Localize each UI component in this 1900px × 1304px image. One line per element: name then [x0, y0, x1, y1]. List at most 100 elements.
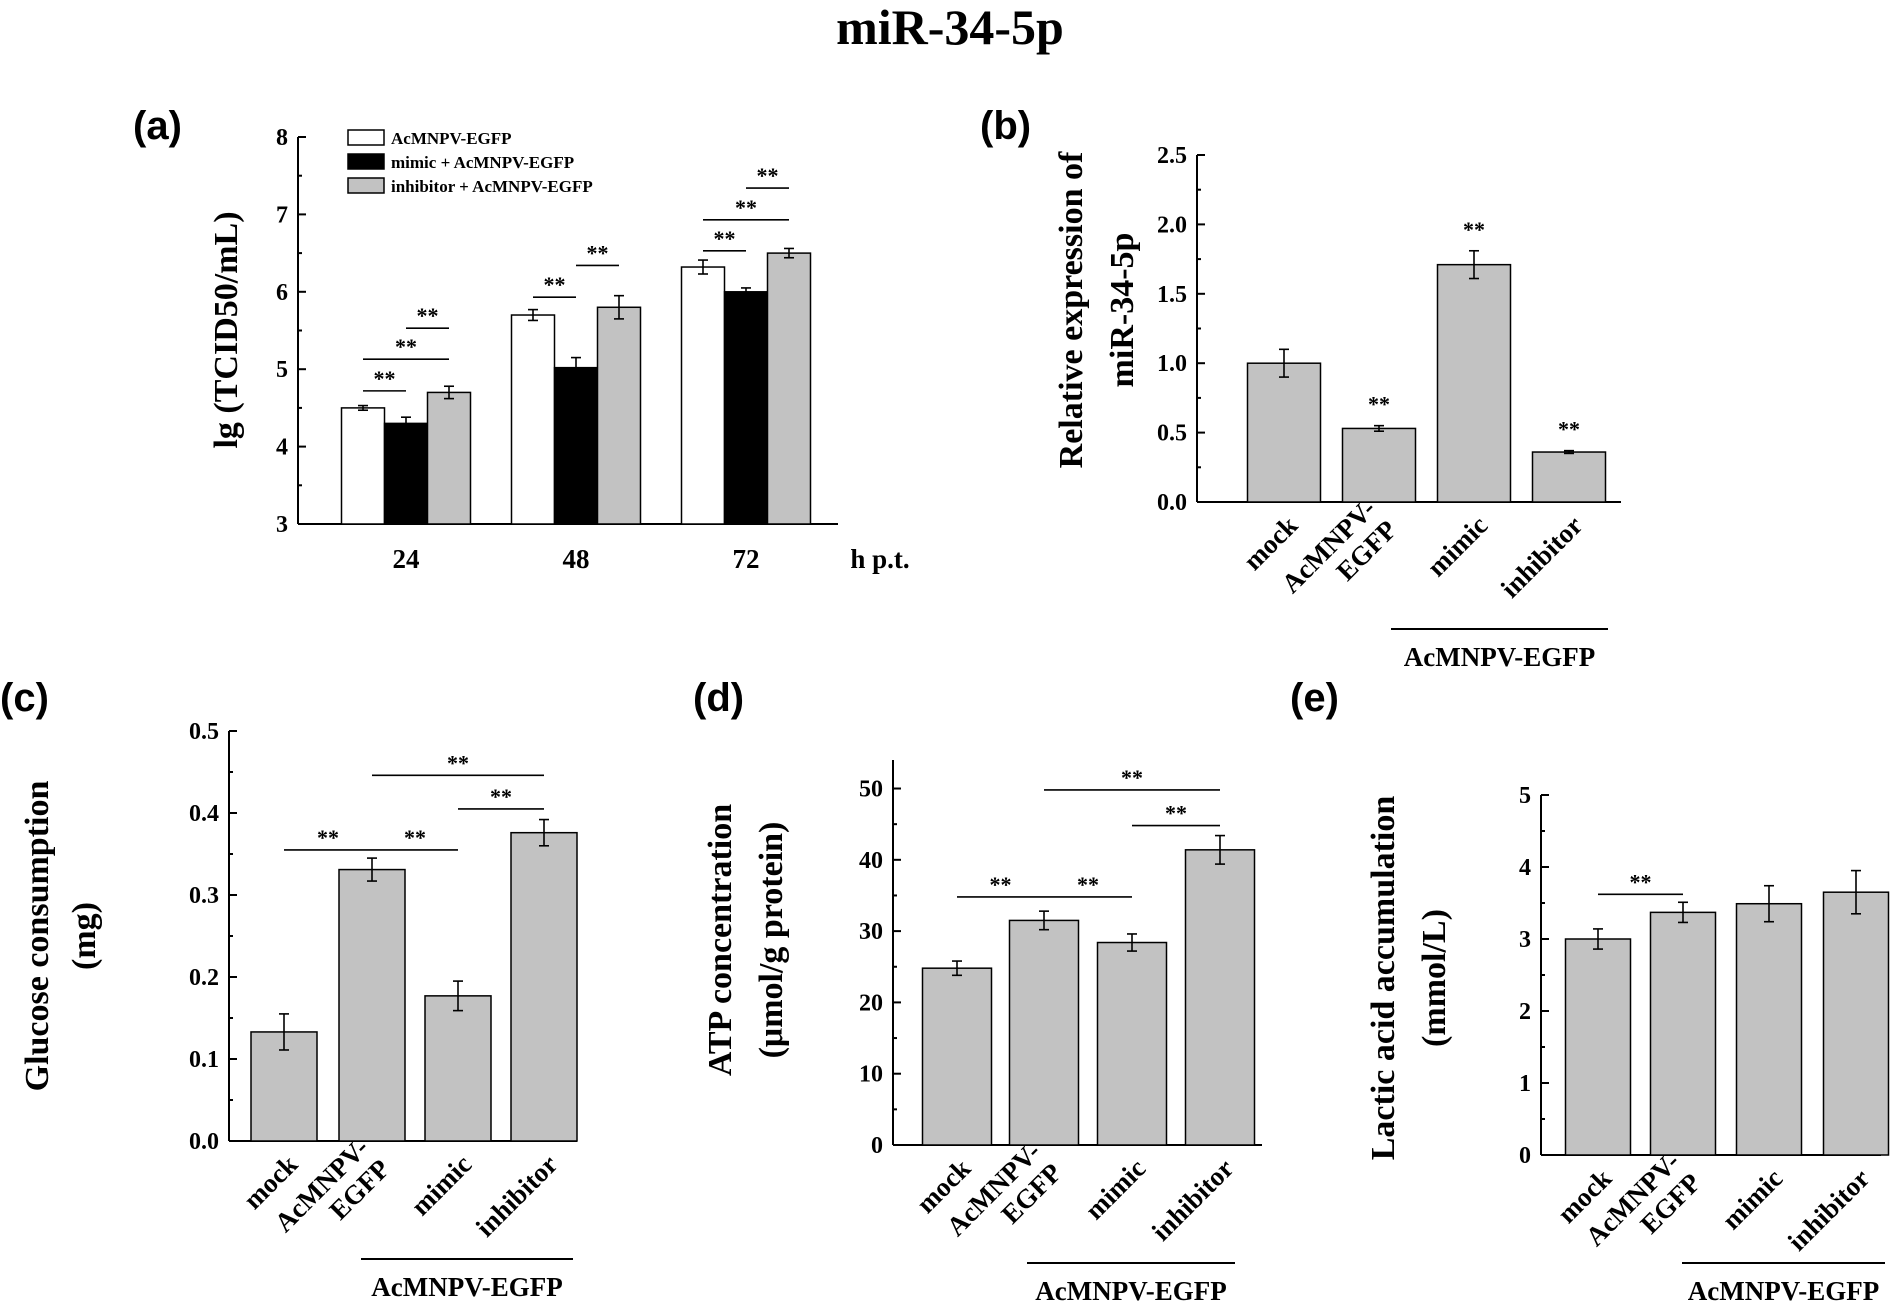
- panel-d-category-label-line: mimic: [1079, 1153, 1151, 1225]
- panel-e-group-label: AcMNPV-EGFP: [1688, 1276, 1879, 1304]
- panel-a-category-label: 24: [393, 544, 420, 574]
- panel-b-ytick-label: 1.0: [1157, 351, 1187, 377]
- panel-d-y-axis-label: (μmol/g protein): [753, 822, 790, 1059]
- panel-c-significance-label: **: [404, 825, 426, 850]
- panel-e-y-axis-label: Lactic acid accumulation: [1365, 796, 1402, 1161]
- panel-c-category-label: AcMNPV-EGFP: [269, 1132, 396, 1259]
- panel-b-category-label-line: inhibitor: [1495, 510, 1588, 603]
- panel-e-bar: [1564, 938, 1632, 1156]
- panel-c-significance-label: **: [490, 784, 512, 809]
- panel-a-ytick-label: 4: [276, 435, 288, 461]
- panel-b-bar: [1341, 427, 1417, 503]
- panel-c-bar: [510, 831, 578, 1142]
- panel-e-bar: [1649, 911, 1717, 1156]
- panel-a-bar: [766, 252, 812, 525]
- panel-e-category-label-line: mimic: [1716, 1163, 1788, 1235]
- panel-c-category-label: mimic: [405, 1149, 477, 1221]
- figure-title: miR-34-5p: [836, 0, 1064, 55]
- panel-b-bar: [1436, 263, 1512, 503]
- panel-a-significance-label: **: [544, 272, 566, 297]
- panel-b-bar: [1246, 362, 1322, 503]
- panel-c-bar: [424, 995, 492, 1142]
- panel-b: (b) 0.0 0.5 1.0 1.5 2.0 2.5 Relative expression…: [980, 104, 1621, 672]
- panel-a-significance-label: **: [395, 334, 417, 359]
- panel-b-ytick-label: 2.0: [1157, 212, 1187, 238]
- panel-a-bar: [723, 291, 769, 525]
- panel-b-ytick-label: 0.0: [1157, 490, 1187, 516]
- panel-a-category-label: 48: [563, 544, 590, 574]
- panel-c-y-axis-label: Glucose consumption: [19, 781, 56, 1092]
- panel-c-ytick-label: 0.4: [189, 801, 219, 827]
- panel-c-ytick-label: 0.1: [189, 1047, 219, 1073]
- panel-d-ytick-label: 10: [859, 1062, 883, 1088]
- panel-d-bar: [921, 967, 993, 1146]
- panel-b-y-axis-label: miR-34-5p: [1104, 233, 1141, 388]
- panel-c-ytick-label: 0.2: [189, 965, 219, 991]
- panel-e-category-label-line: inhibitor: [1782, 1163, 1875, 1256]
- panel-e-ytick-label: 2: [1519, 999, 1531, 1025]
- panel-e-category-label: inhibitor: [1782, 1163, 1875, 1256]
- panel-a-significance-label: **: [417, 303, 439, 328]
- panel-a-bar: [680, 266, 726, 525]
- panel-d-group-label: AcMNPV-EGFP: [1035, 1276, 1226, 1304]
- panel-b-category-label: mimic: [1421, 510, 1493, 582]
- panel-d-bar: [1008, 919, 1080, 1146]
- panel-b-significance-label: **: [1463, 217, 1485, 242]
- panel-b-ytick-label: 2.5: [1157, 143, 1187, 169]
- panel-d-bar: [1184, 849, 1256, 1146]
- panel-a-bar: [383, 422, 429, 525]
- panel-d-significance-label: **: [1121, 765, 1143, 790]
- panel-a-significance-label: **: [735, 195, 757, 220]
- panel-a-bar: [596, 306, 642, 525]
- panel-a-category-label: 72: [733, 544, 760, 574]
- panel-a-ytick-label: 3: [276, 512, 288, 538]
- panel-b-category-label-line: mimic: [1421, 510, 1493, 582]
- panel-c-category-label-line: inhibitor: [470, 1149, 563, 1242]
- panel-d-category-label: mimic: [1079, 1153, 1151, 1225]
- panel-a-panel-label: (a): [133, 104, 182, 148]
- panel-d-bar: [1096, 941, 1168, 1146]
- panel-a-legend-swatch: [347, 129, 385, 146]
- panel-e-bar: [1822, 891, 1890, 1156]
- panel-a-legend-label: AcMNPV-EGFP: [391, 129, 512, 148]
- panel-e-ytick-label: 1: [1519, 1071, 1531, 1097]
- panel-d-category-label-line: inhibitor: [1146, 1153, 1239, 1246]
- panel-a-legend-swatch: [347, 177, 385, 194]
- panel-c-category-label-line: mimic: [405, 1149, 477, 1221]
- panel-e-ytick-label: 0: [1519, 1143, 1531, 1169]
- panel-c-significance-label: **: [447, 750, 469, 775]
- panel-e-ytick-label: 4: [1519, 855, 1531, 881]
- panel-b-group-label: AcMNPV-EGFP: [1404, 642, 1595, 672]
- panel-a-legend-swatch: [347, 153, 385, 170]
- panel-d-significance-label: **: [1077, 872, 1099, 897]
- panel-c-significance-label: **: [317, 825, 339, 850]
- panel-c-ytick-label: 0.3: [189, 883, 219, 909]
- panel-c-bar: [338, 868, 406, 1142]
- panel-d-ytick-label: 20: [859, 990, 883, 1016]
- panel-a-ytick-label: 8: [276, 125, 288, 151]
- panel-c-panel-label: (c): [0, 676, 49, 720]
- panel-a-bar: [553, 366, 599, 525]
- panel-a-bar: [426, 391, 472, 525]
- panel-e-panel-label: (e): [1290, 676, 1339, 720]
- panel-a-significance-label: **: [757, 163, 779, 188]
- panel-a-y-axis-label: lg (TCID50/mL): [208, 211, 245, 448]
- panel-d-ytick-label: 50: [859, 777, 883, 803]
- panel-c-ytick-label: 0.5: [189, 719, 219, 745]
- panel-a-bar: [510, 314, 556, 525]
- panel-d: (d) 0 10 20 30 40 50 ATP concentration (μmol/g p…: [693, 676, 1262, 1304]
- panel-b-category-label: AcMNPV-EGFP: [1276, 493, 1403, 620]
- panel-a-bar: [340, 407, 386, 525]
- panel-e-category-label: mimic: [1716, 1163, 1788, 1235]
- panel-a-legend-label: inhibitor + AcMNPV-EGFP: [391, 177, 593, 196]
- panel-d-category-label: inhibitor: [1146, 1153, 1239, 1246]
- panel-e-significance-label: **: [1630, 869, 1652, 894]
- panel-b-significance-label: **: [1368, 392, 1390, 417]
- panel-d-ytick-label: 30: [859, 919, 883, 945]
- panel-c-y-axis-label: (mg): [66, 902, 103, 970]
- panel-b-ytick-label: 1.5: [1157, 282, 1187, 308]
- panel-b-panel-label: (b): [980, 104, 1031, 148]
- panel-a-significance-label: **: [374, 366, 396, 391]
